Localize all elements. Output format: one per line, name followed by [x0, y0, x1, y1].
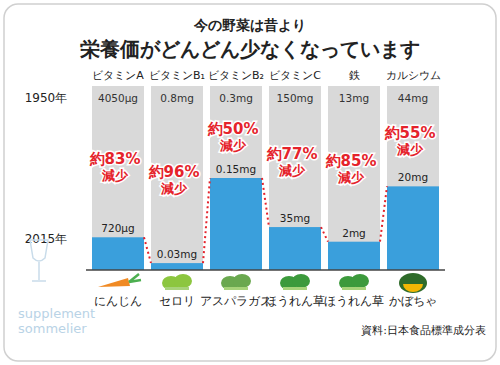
connector [203, 178, 210, 263]
reduction-text: 減少 [219, 138, 247, 153]
category-label: かぼちゃ [389, 294, 437, 308]
reduction-label: 約55% [384, 124, 436, 142]
category-label: アスパラガス [200, 294, 272, 308]
reduction-label: 約77% [266, 145, 318, 163]
icon-shape [174, 274, 192, 288]
data-label: 150mg [277, 92, 314, 104]
data-label: 720μg [101, 222, 134, 234]
bar [269, 86, 321, 270]
connector [380, 186, 387, 241]
nutrient-label: ビタミンB₁ [149, 69, 205, 82]
reduction-label: 約96% [148, 163, 200, 181]
data-label: 20mg [398, 171, 428, 183]
nutrient-label: カルシウム [386, 69, 441, 82]
reduction: 約50%減少 [207, 120, 259, 153]
data-label: 13mg [339, 92, 369, 104]
baseline [86, 269, 445, 271]
reduction-label: 約83% [89, 150, 141, 168]
icon-shape [129, 274, 141, 282]
nutrient-label: ビタミンB₂ [208, 69, 264, 82]
category-label: ほうれん草 [324, 294, 384, 308]
connector [262, 178, 269, 227]
reduction: 約77%減少 [266, 145, 318, 178]
watermark: supplementsommelier [18, 240, 95, 336]
icon-shape [403, 284, 423, 292]
data-label: 0.15mg [216, 163, 256, 175]
reduction-text: 減少 [337, 170, 365, 185]
reduction-label: 約85% [325, 152, 377, 170]
data-label: 0.03mg [157, 248, 197, 260]
vegetable-icon [339, 274, 369, 290]
icon-shape [98, 278, 130, 287]
bar [92, 237, 144, 270]
category-label: にんじん [94, 294, 142, 308]
bar [387, 186, 439, 270]
bar [210, 178, 262, 270]
bar [210, 86, 262, 270]
category-label: ほうれん草 [265, 294, 325, 308]
series-label: 1950年 [25, 91, 68, 105]
icon-shape [165, 287, 189, 290]
chart: 今の野菜は昔より栄養価がどんどん少なくなっていますビタミンAビタミンB₁ビタミン… [0, 0, 500, 365]
bar [269, 227, 321, 270]
data-label: 0.3mg [219, 92, 253, 104]
icon-shape [292, 274, 310, 288]
icon-shape [342, 287, 366, 290]
bar [151, 263, 203, 270]
watermark-text: supplement [18, 306, 95, 321]
watermark-icon [30, 240, 48, 281]
nutrient-label: 鉄 [349, 69, 360, 82]
bar [328, 86, 380, 270]
data-label: 0.8mg [160, 92, 194, 104]
vegetable-icon [221, 274, 251, 290]
icon-shape [283, 287, 307, 290]
reduction-text: 減少 [101, 168, 129, 183]
vegetable-icon [399, 273, 427, 293]
icon-shape [399, 273, 427, 293]
source: 資料:日本食品標準成分表 [361, 324, 486, 337]
reduction-text: 減少 [396, 142, 424, 157]
reduction: 約85%減少 [325, 152, 377, 185]
vegetable-icon [280, 274, 310, 290]
icon-shape [233, 274, 251, 288]
reduction-label: 約50% [207, 120, 259, 138]
data-label: 2mg [342, 227, 366, 239]
data-label: 35mg [280, 212, 310, 224]
data-label: 4050μg [98, 92, 138, 104]
watermark-text: sommelier [18, 321, 87, 336]
reduction-text: 減少 [278, 163, 306, 178]
icon-shape [224, 287, 248, 290]
reduction-text: 減少 [160, 181, 188, 196]
bars [92, 86, 439, 270]
reduction: 約83%減少 [89, 150, 141, 183]
category-label: セロリ [159, 294, 195, 308]
bar [92, 86, 144, 270]
subtitle: 今の野菜は昔より [193, 17, 306, 33]
bar [387, 86, 439, 270]
title: 栄養価がどんどん少なくなっています [80, 37, 420, 61]
connector [144, 237, 151, 263]
bar [328, 242, 380, 270]
reduction: 約55%減少 [384, 124, 436, 157]
nutrient-label: ビタミンA [92, 69, 144, 82]
connector [321, 227, 328, 242]
frame [4, 4, 496, 361]
vegetable-icon [98, 274, 141, 287]
data-label: 44mg [398, 92, 428, 104]
nutrient-label: ビタミンC [269, 69, 321, 82]
vegetable-icon [162, 274, 192, 290]
reduction: 約96%減少 [148, 163, 200, 196]
icon-shape [351, 274, 369, 288]
